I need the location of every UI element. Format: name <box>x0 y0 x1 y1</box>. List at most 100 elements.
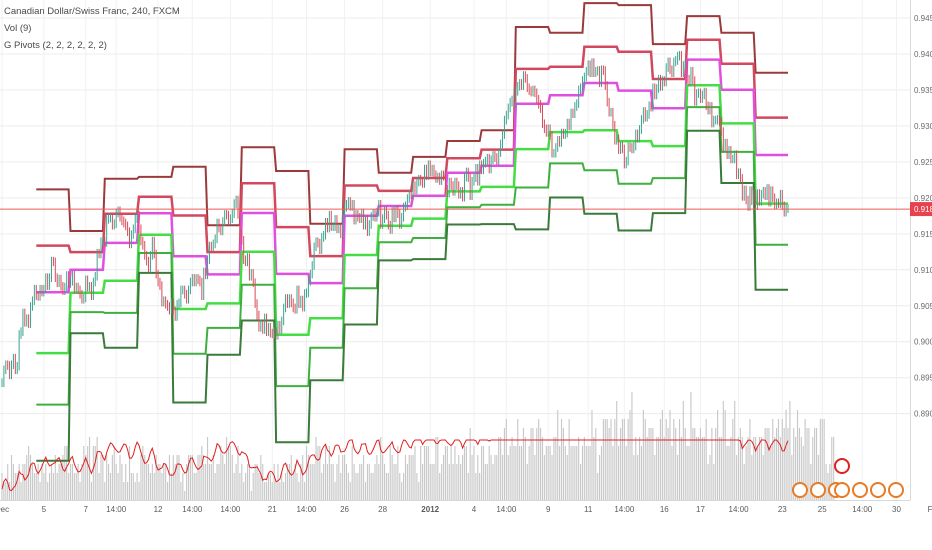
pivots-indicator-label[interactable]: G Pivots (2, 2, 2, 2, 2, 2) <box>4 40 107 51</box>
volume-bar <box>68 473 70 500</box>
time-tick-label: 16 <box>660 505 669 514</box>
volume-bar <box>772 419 774 500</box>
volume-bar <box>197 455 199 500</box>
volume-bar <box>776 428 778 500</box>
volume-bar <box>823 419 825 500</box>
volume-bar <box>576 446 578 500</box>
volume-bar <box>147 464 150 500</box>
volume-bar <box>100 455 102 500</box>
volume-bar <box>96 437 98 500</box>
volume-bar <box>747 437 749 500</box>
volume-bar <box>20 482 22 500</box>
volume-bar <box>178 455 180 500</box>
volume-bar <box>524 437 526 500</box>
volume-bar <box>538 419 540 500</box>
price-tick-label: 0.92500 <box>914 158 932 167</box>
volume-bar <box>581 446 584 500</box>
volume-bar <box>283 482 285 500</box>
volume-bar <box>94 446 96 500</box>
volume-indicator-label[interactable]: Vol (9) <box>4 23 32 34</box>
volume-bar <box>637 455 639 500</box>
volume-bar <box>186 464 188 500</box>
volume-bar <box>789 401 791 500</box>
price-tick-label: 0.93500 <box>914 86 932 95</box>
time-tick-label: 5 <box>42 505 47 514</box>
volume-bar <box>629 410 631 500</box>
volume-bar <box>814 428 816 500</box>
volume-bar <box>321 473 323 500</box>
volume-bar <box>298 482 300 500</box>
symbol-label[interactable]: Canadian Dollar/Swiss Franc, 240, FXCM <box>4 6 180 17</box>
volume-bar <box>402 473 405 500</box>
volume-bar <box>437 437 439 500</box>
volume-bar <box>593 437 595 500</box>
volume-bar <box>342 455 344 500</box>
volume-bar <box>536 428 538 500</box>
volume-bar <box>245 473 247 500</box>
volume-bar <box>766 428 768 500</box>
volume-bar <box>104 482 106 500</box>
volume-bar <box>795 437 797 500</box>
volume-bar <box>252 473 254 500</box>
volume-bar <box>802 446 804 500</box>
time-axis[interactable]: Dec 5 7 14:00 12 14:00 14:00 21 14:00 26 28 2012 4 14… <box>0 500 932 515</box>
volume-bar <box>496 455 498 500</box>
volume-bar <box>770 446 772 500</box>
volume-bar <box>589 446 591 500</box>
volume-bar <box>90 482 93 500</box>
volume-bar <box>644 419 646 500</box>
volume-bar <box>618 446 620 500</box>
volume-bar <box>519 446 521 500</box>
volume-bar <box>387 473 389 500</box>
volume-bar <box>5 482 7 500</box>
volume-bar <box>734 401 736 500</box>
volume-bar <box>391 455 393 500</box>
volume-bar <box>762 455 764 500</box>
volume-bar <box>41 464 43 500</box>
volume-bar <box>117 473 119 500</box>
volume-bar <box>269 473 271 500</box>
volume-bar <box>271 482 273 500</box>
volume-bar <box>214 473 216 500</box>
volume-bar <box>300 464 302 500</box>
volume-bar <box>422 464 424 500</box>
volume-bar <box>572 446 574 500</box>
volume-bar <box>656 437 658 500</box>
time-tick-label: Dec <box>0 505 9 514</box>
volume-bar <box>688 446 690 500</box>
volume-bar <box>31 464 34 500</box>
volume-bar <box>661 410 663 500</box>
volume-bar <box>654 455 656 500</box>
volume-bar <box>56 473 58 500</box>
volume-bar <box>690 392 692 500</box>
volume-bar <box>791 455 793 500</box>
volume-bar <box>612 446 614 500</box>
price-tick-label: 0.91000 <box>914 266 932 275</box>
volume-bar <box>686 446 688 500</box>
event-markers[interactable] <box>792 458 904 498</box>
volume-bar <box>366 464 368 500</box>
volume-bar <box>125 464 127 500</box>
time-tick-label: 23 <box>778 505 787 514</box>
volume-bar <box>513 446 515 500</box>
volume-bar <box>452 464 454 500</box>
volume-bar <box>625 446 627 500</box>
volume-bar <box>71 464 73 500</box>
volume-bar <box>340 473 342 500</box>
price-tick-label: 0.91500 <box>914 230 932 239</box>
volume-bar <box>408 455 410 500</box>
volume-bar <box>557 410 559 500</box>
volume-bar <box>146 464 148 500</box>
volume-bar <box>144 455 146 500</box>
volume-bar <box>707 464 709 500</box>
volume-bar <box>741 437 743 500</box>
volume-bar <box>730 437 732 500</box>
volume-bar <box>711 428 713 500</box>
event-marker-icon <box>888 482 904 498</box>
volume-bar <box>673 419 675 500</box>
volume-bar <box>482 446 485 500</box>
volume-bar <box>591 410 593 500</box>
price-axis[interactable]: 0.94500 0.94000 0.93500 0.93000 0.92500 0.920… <box>910 0 932 550</box>
volume-bar <box>623 419 625 500</box>
